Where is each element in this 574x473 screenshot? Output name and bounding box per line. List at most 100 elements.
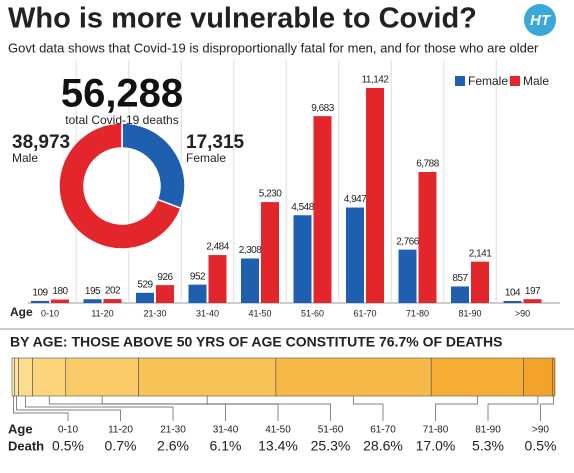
bar bbox=[523, 299, 542, 303]
death-label: 2.6% bbox=[157, 438, 189, 454]
segment bbox=[14, 357, 19, 397]
age-label: 61-70 bbox=[370, 425, 396, 436]
value-label: 2,141 bbox=[469, 248, 492, 259]
bar bbox=[31, 300, 49, 303]
leader-line bbox=[48, 396, 226, 421]
value-label: 4,947 bbox=[344, 194, 367, 205]
legend-label: Male bbox=[523, 74, 549, 88]
leader-line bbox=[540, 396, 554, 421]
x-tick-label: 0-10 bbox=[41, 308, 59, 318]
leader-line bbox=[435, 396, 478, 421]
leader-line bbox=[101, 396, 279, 421]
section-title: BY AGE: THOSE ABOVE 50 YRS OF AGE CONSTI… bbox=[10, 334, 502, 350]
bar bbox=[471, 261, 489, 303]
leader-line bbox=[13, 396, 69, 421]
value-label: 952 bbox=[190, 271, 206, 282]
death-label: 0.7% bbox=[105, 438, 137, 454]
leader-line bbox=[206, 396, 331, 421]
x-tick-label: 51-60 bbox=[301, 308, 324, 318]
bar bbox=[366, 88, 384, 303]
age-label: 31-40 bbox=[213, 425, 239, 436]
x-tick-label: >90 bbox=[515, 308, 530, 318]
slice-name: Male bbox=[12, 151, 38, 165]
age-label: 11-20 bbox=[108, 425, 133, 436]
value-label: 6,788 bbox=[416, 159, 439, 170]
bar bbox=[418, 172, 437, 303]
death-label: 6.1% bbox=[210, 438, 242, 454]
leader-line bbox=[16, 396, 121, 421]
slice-value: 17,315 bbox=[186, 132, 245, 153]
value-label: 2,308 bbox=[239, 245, 262, 256]
bar bbox=[261, 202, 279, 303]
value-label: 529 bbox=[137, 279, 153, 290]
bar bbox=[83, 299, 102, 303]
death-label: 13.4% bbox=[258, 438, 298, 454]
bar bbox=[156, 285, 174, 303]
subtitle: Govt data shows that Covid-19 is disprop… bbox=[8, 40, 539, 55]
bar bbox=[398, 249, 417, 303]
bar bbox=[51, 299, 69, 303]
value-label: 197 bbox=[525, 286, 541, 297]
leader-line bbox=[487, 396, 539, 421]
age-label: 51-60 bbox=[318, 425, 344, 436]
value-label: 926 bbox=[157, 272, 173, 283]
value-label: 195 bbox=[85, 286, 101, 297]
segment bbox=[65, 357, 139, 397]
total-caption: total Covid-19 deaths bbox=[65, 113, 178, 127]
title: Who is more vulnerable to Covid? bbox=[8, 3, 477, 35]
segment bbox=[18, 357, 33, 397]
donut-slice bbox=[121, 122, 186, 210]
bar bbox=[103, 299, 122, 303]
bar bbox=[313, 116, 332, 303]
bar bbox=[188, 284, 207, 303]
x-tick-label: 81-90 bbox=[458, 308, 481, 318]
death-label: 28.6% bbox=[363, 438, 403, 454]
slice-name: Female bbox=[186, 151, 226, 165]
x-tick-label: 11-20 bbox=[91, 308, 113, 318]
segment bbox=[551, 357, 556, 397]
value-label: 4,548 bbox=[291, 202, 314, 213]
x-axis-label: Age bbox=[10, 305, 33, 319]
legend-label: Female bbox=[468, 74, 508, 88]
death-label: 17.0% bbox=[416, 438, 456, 454]
value-label: 180 bbox=[52, 286, 68, 297]
bar bbox=[451, 286, 469, 303]
legend-swatch bbox=[455, 76, 465, 86]
death-label: 0.5% bbox=[525, 438, 557, 454]
value-label: 2,484 bbox=[206, 242, 229, 253]
legend-swatch bbox=[510, 76, 520, 86]
value-label: 11,142 bbox=[362, 75, 390, 86]
row-label: Death bbox=[8, 438, 44, 453]
bar bbox=[503, 300, 522, 303]
segment bbox=[138, 357, 277, 397]
segment bbox=[430, 357, 524, 397]
value-label: 104 bbox=[505, 288, 521, 299]
age-label: 81-90 bbox=[475, 425, 501, 436]
death-label: 0.5% bbox=[52, 438, 84, 454]
age-label: 21-30 bbox=[160, 425, 186, 436]
bar bbox=[136, 292, 154, 303]
death-label: 25.3% bbox=[311, 438, 351, 454]
bar bbox=[346, 207, 364, 303]
x-tick-label: 61-70 bbox=[353, 308, 376, 318]
bar bbox=[241, 258, 259, 303]
bar bbox=[208, 255, 227, 303]
age-label: 41-50 bbox=[265, 425, 291, 436]
age-label: 0-10 bbox=[58, 425, 78, 436]
x-tick-label: 31-40 bbox=[196, 308, 219, 318]
row-label: Age bbox=[8, 421, 33, 436]
segment bbox=[523, 357, 553, 397]
value-label: 202 bbox=[105, 286, 121, 297]
value-label: 857 bbox=[452, 273, 468, 284]
age-label: 71-80 bbox=[423, 425, 449, 436]
value-label: 109 bbox=[32, 288, 48, 299]
donut-slice bbox=[58, 122, 182, 250]
death-label: 5.3% bbox=[472, 438, 504, 454]
value-label: 9,683 bbox=[311, 103, 334, 114]
leader-line bbox=[25, 396, 174, 421]
value-label: 5,230 bbox=[259, 189, 282, 200]
x-tick-label: 41-50 bbox=[248, 308, 271, 318]
age-label: >90 bbox=[532, 425, 549, 436]
segment bbox=[32, 357, 67, 397]
